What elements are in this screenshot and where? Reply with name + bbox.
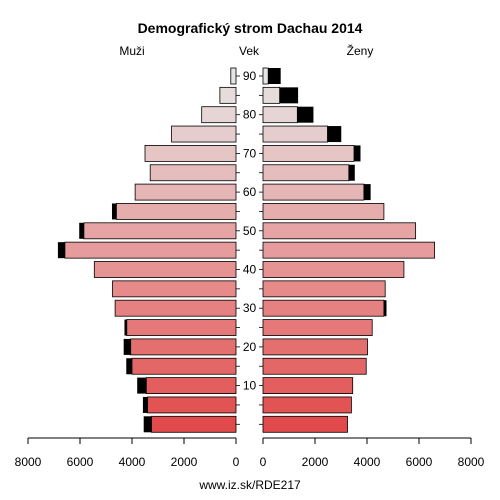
male-bar-25-29 — [126, 319, 237, 336]
male-excess-bar-50-54 — [79, 222, 84, 239]
female-bar-50-54 — [262, 222, 417, 240]
male-x-tick-label: 6000 — [67, 455, 94, 469]
female-label: Ženy — [347, 43, 374, 58]
male-bar-60-64 — [134, 183, 237, 201]
female-excess-bar-85-89 — [279, 87, 299, 104]
female-bar-60-64 — [262, 183, 365, 201]
female-bar-90+ — [262, 67, 269, 85]
male-bar-55-59 — [116, 203, 237, 220]
female-excess-bar-90+ — [268, 68, 281, 84]
male-bar-65-69 — [149, 164, 237, 182]
male-bar-80-84 — [201, 106, 237, 124]
age-tick-label: 60 — [243, 185, 257, 199]
female-x-tick-label: 8000 — [458, 455, 485, 469]
female-x-tick-label: 2000 — [302, 455, 329, 469]
female-bar-45-49 — [262, 241, 436, 259]
age-axis: 10 20 30 40 50 60 70 80 90 — [236, 69, 263, 425]
male-x-tick-label: 0 — [233, 455, 240, 469]
female-bars — [262, 67, 436, 433]
female-bar-80-84 — [262, 106, 298, 124]
female-bar-10-14 — [262, 377, 354, 395]
female-bar-20-24 — [262, 338, 368, 356]
male-x-tick-label: 4000 — [119, 455, 146, 469]
male-x-tick-label: 8000 — [15, 455, 42, 469]
female-excess-bar-80-84 — [297, 106, 314, 123]
male-x-tick-label: 2000 — [171, 455, 198, 469]
female-bar-0-4 — [262, 415, 348, 433]
female-excess-bar-70-74 — [354, 145, 361, 162]
age-tick-label: 90 — [243, 69, 257, 83]
male-bar-75-79 — [171, 125, 237, 143]
female-x-tick-label: 4000 — [354, 455, 381, 469]
male-excess-bar-10-14 — [137, 377, 147, 394]
male-excess-bar-15-19 — [126, 358, 132, 375]
male-excess-bar-25-29 — [124, 319, 127, 336]
age-tick-label: 30 — [243, 301, 257, 315]
male-excess-bar-0-4 — [143, 416, 152, 433]
male-bar-40-44 — [93, 261, 237, 278]
female-x-tick-label: 6000 — [406, 455, 433, 469]
male-bar-10-14 — [145, 377, 237, 395]
female-excess-bar-60-64 — [363, 184, 371, 201]
female-excess-bar-30-34 — [383, 300, 387, 317]
female-bar-5-9 — [262, 396, 352, 414]
female-bar-30-34 — [262, 299, 385, 317]
female-bar-75-79 — [262, 125, 328, 143]
male-bar-30-34 — [114, 299, 237, 317]
source-label: www.iz.sk/RDE217 — [198, 478, 301, 492]
x-axes: 8000 6000 4000 2000 0 0 2000 4000 6000 8000 — [15, 437, 485, 469]
male-bar-50-54 — [83, 222, 237, 240]
male-bar-85-89 — [219, 86, 237, 104]
age-axis-label: Vek — [239, 44, 260, 58]
male-bar-70-74 — [144, 144, 237, 162]
female-excess-bar-65-69 — [348, 164, 355, 181]
female-bar-65-69 — [262, 164, 350, 182]
female-bar-40-44 — [262, 261, 405, 278]
age-tick-label: 50 — [243, 224, 257, 238]
male-excess-bar-5-9 — [142, 396, 148, 413]
male-bar-5-9 — [147, 396, 237, 414]
female-x-tick-label: 0 — [260, 455, 267, 469]
female-bar-25-29 — [262, 319, 373, 336]
female-bar-70-74 — [262, 144, 355, 162]
female-excess-bar-75-79 — [327, 126, 342, 143]
male-bar-15-19 — [131, 357, 237, 375]
female-bar-85-89 — [262, 86, 281, 104]
male-bar-20-24 — [130, 338, 237, 356]
age-tick-label: 80 — [243, 108, 257, 122]
male-excess-bar-45-49 — [57, 242, 65, 259]
female-bar-15-19 — [262, 357, 367, 375]
age-tick-label: 10 — [243, 379, 257, 393]
male-bar-0-4 — [151, 415, 237, 433]
age-tick-label: 70 — [243, 146, 257, 160]
age-tick-label: 40 — [243, 263, 257, 277]
male-excess-bar-55-59 — [111, 203, 117, 220]
female-bar-35-39 — [262, 280, 386, 298]
female-bar-55-59 — [262, 203, 385, 220]
male-bar-35-39 — [112, 280, 237, 298]
male-bar-45-49 — [64, 241, 237, 259]
chart-title: Demografický strom Dachau 2014 — [138, 20, 363, 36]
male-label: Muži — [119, 44, 144, 58]
male-bar-90+ — [230, 67, 237, 85]
male-excess-bar-20-24 — [123, 338, 131, 355]
age-tick-label: 20 — [243, 340, 257, 354]
male-bars — [57, 67, 237, 433]
